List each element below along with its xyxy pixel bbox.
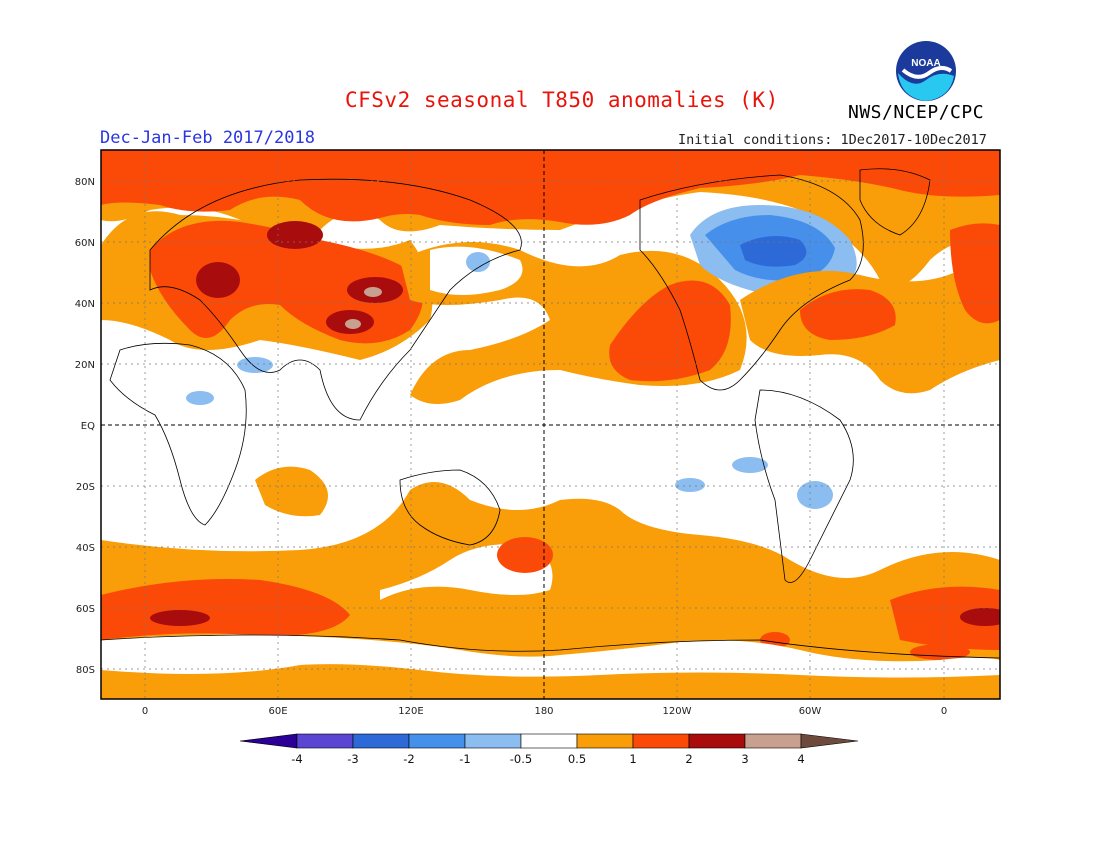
natl-red	[800, 289, 896, 340]
antarctica-white	[101, 634, 1000, 678]
lat-label: 20N	[75, 360, 95, 371]
colorbar-bin	[408, 733, 466, 749]
blue-patch-arabia	[237, 357, 273, 373]
colorbar-bin	[744, 733, 802, 749]
logo-text: NOAA	[911, 58, 940, 69]
lat-label: 80N	[75, 177, 95, 188]
southern-red-west	[101, 579, 350, 640]
colorbar-label: 4	[797, 752, 804, 766]
colorbar-label: -3	[347, 752, 358, 766]
colorbar-bin	[352, 733, 410, 749]
coastlines	[101, 168, 1000, 659]
blue-patch-epac	[732, 457, 768, 473]
antarctica-coast	[101, 634, 1000, 659]
colorbar-high-arrow	[800, 733, 859, 749]
lon-label: 60W	[799, 706, 822, 717]
colorbar-label: -4	[291, 752, 302, 766]
africa-coast	[109, 342, 247, 526]
blue-patch-africa	[186, 391, 214, 405]
lon-label: 120W	[663, 706, 692, 717]
blue-patch-japan	[466, 252, 490, 272]
colorbar-bin	[520, 733, 578, 749]
colorbar-label: 3	[741, 752, 748, 766]
initial-conditions-label: Initial conditions: 1Dec2017-10Dec2017	[678, 132, 987, 148]
blue-patch-spac	[675, 478, 705, 492]
namerica-blue-3	[740, 236, 807, 267]
southern-darkred-east	[960, 608, 1000, 626]
lat-label: 60N	[75, 238, 95, 249]
colorbar-bin	[464, 733, 522, 749]
map-gridlines	[101, 150, 1000, 699]
lat-label: EQ	[81, 421, 95, 432]
colorbar-label: 0.5	[568, 752, 586, 766]
namerica-coast	[639, 174, 864, 391]
npac-red	[609, 280, 731, 382]
lat-label: 40S	[76, 543, 95, 554]
lon-label: 0	[142, 706, 148, 717]
colorbar-bin	[688, 733, 746, 749]
noaa-logo: NOAA	[895, 40, 957, 102]
colorbar-label: -2	[403, 752, 414, 766]
southern-red-east	[890, 586, 1000, 650]
colorbar-label: -1	[459, 752, 470, 766]
lat-label: 80S	[76, 665, 95, 676]
greenland-coast	[859, 168, 931, 236]
lat-label: 60S	[76, 604, 95, 615]
map-frame	[100, 149, 1001, 700]
season-label: Dec-Jan-Feb 2017/2018	[100, 128, 315, 148]
lon-label: 0	[941, 706, 947, 717]
colorbar-label: 1	[629, 752, 636, 766]
arctic-red-band	[101, 150, 1000, 225]
colorbar-bin	[296, 733, 354, 749]
antarctic-red-2	[910, 644, 970, 660]
equator-dateline	[101, 150, 1000, 699]
colorbar-label: -0.5	[510, 752, 532, 766]
europe-east-red	[950, 223, 1000, 324]
southern-darkred-west	[150, 610, 210, 626]
nz-red	[497, 537, 553, 573]
lon-label: 60E	[268, 706, 287, 717]
org-label: NWS/NCEP/CPC	[848, 102, 985, 123]
colorbar-bin	[632, 733, 690, 749]
eurasia-coast	[149, 178, 522, 421]
eurasia-tan-1	[364, 287, 382, 297]
lon-label: 180	[534, 706, 553, 717]
indian-orange	[255, 466, 328, 517]
blue-patch-satl	[797, 481, 833, 509]
lat-label: 20S	[76, 482, 95, 493]
eurasia-darkred-2	[267, 221, 323, 249]
eurasia-darkred-1	[196, 262, 240, 298]
colorbar	[239, 733, 859, 749]
colorbar-low-arrow	[239, 733, 298, 749]
chart-title: CFSv2 seasonal T850 anomalies (K)	[345, 88, 779, 112]
australia-coast	[399, 469, 501, 546]
lat-label: 40N	[75, 299, 95, 310]
colorbar-bin	[576, 733, 634, 749]
eurasia-tan-2	[345, 319, 361, 329]
lon-label: 120E	[398, 706, 423, 717]
colorbar-label: 2	[685, 752, 692, 766]
